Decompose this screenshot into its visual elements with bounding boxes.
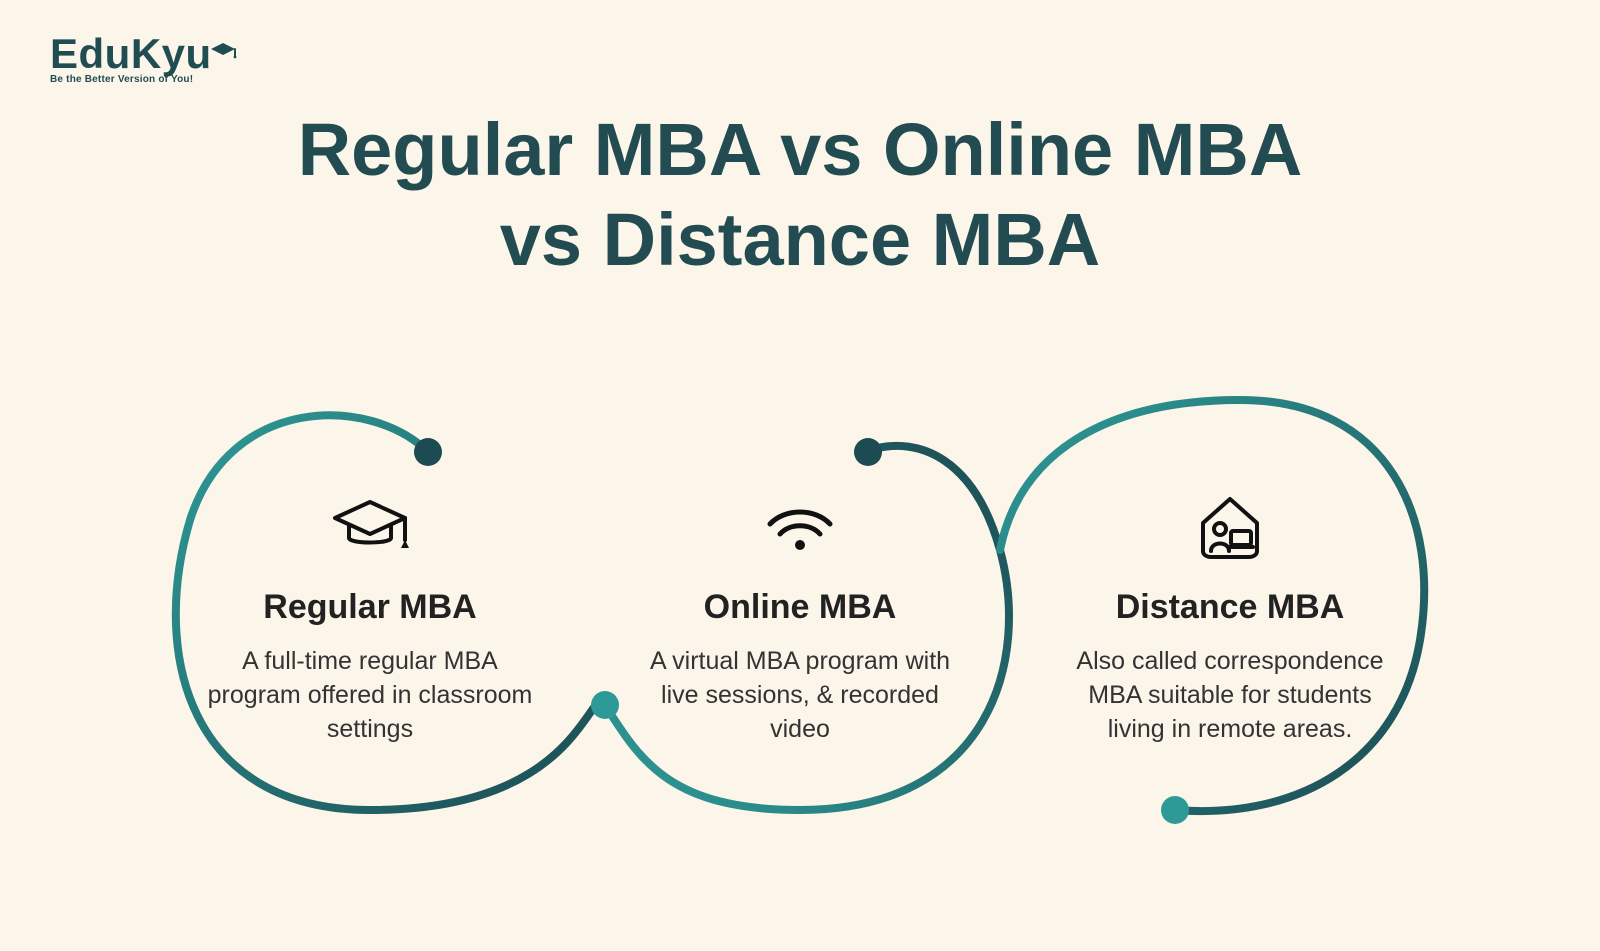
- brand-logo-text: EduKyu: [50, 30, 238, 78]
- page-title: Regular MBA vs Online MBA vs Distance MB…: [0, 105, 1600, 286]
- info-card-desc: A full-time regular MBA program offered …: [200, 645, 540, 746]
- brand-logo-word: EduKyu: [50, 30, 212, 78]
- info-card-desc: Also called correspondence MBA suitable …: [1060, 645, 1400, 746]
- info-card-title: Online MBA: [630, 588, 970, 627]
- page-title-line-2: vs Distance MBA: [0, 195, 1600, 285]
- graduation-cap-icon: [208, 24, 238, 72]
- wifi-icon: [630, 480, 970, 570]
- page-title-line-1: Regular MBA vs Online MBA: [0, 105, 1600, 195]
- info-card-distance-mba: Distance MBA Also called correspondence …: [1060, 480, 1400, 746]
- graduation-cap-icon: [200, 480, 540, 570]
- brand-logo: EduKyu Be the Better Version of You!: [50, 30, 238, 85]
- info-card-desc: A virtual MBA program with live sessions…: [630, 645, 970, 746]
- info-card-online-mba: Online MBA A virtual MBA program with li…: [630, 480, 970, 746]
- info-card-regular-mba: Regular MBA A full-time regular MBA prog…: [200, 480, 540, 746]
- items-row: Regular MBA A full-time regular MBA prog…: [150, 380, 1450, 880]
- info-card-title: Regular MBA: [200, 588, 540, 627]
- info-card-title: Distance MBA: [1060, 588, 1400, 627]
- home-learning-icon: [1060, 480, 1400, 570]
